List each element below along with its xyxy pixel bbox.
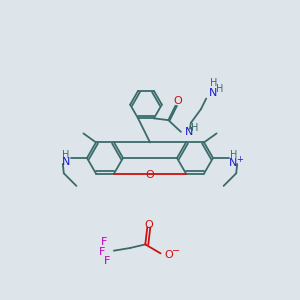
Text: H: H	[230, 150, 237, 160]
Text: O: O	[164, 250, 173, 260]
Text: N: N	[185, 127, 193, 137]
Text: O: O	[144, 220, 153, 230]
Text: H: H	[215, 83, 223, 94]
Text: O: O	[173, 96, 182, 106]
Text: H: H	[191, 123, 199, 133]
Text: −: −	[172, 246, 180, 256]
Text: H: H	[209, 77, 217, 88]
Text: N: N	[209, 88, 218, 98]
Text: O: O	[146, 169, 154, 180]
Text: N: N	[61, 157, 70, 167]
Text: F: F	[103, 256, 110, 266]
Text: H: H	[62, 150, 70, 160]
Text: +: +	[236, 154, 243, 164]
Text: F: F	[99, 247, 105, 257]
Text: N: N	[229, 158, 237, 168]
Text: F: F	[100, 237, 107, 247]
